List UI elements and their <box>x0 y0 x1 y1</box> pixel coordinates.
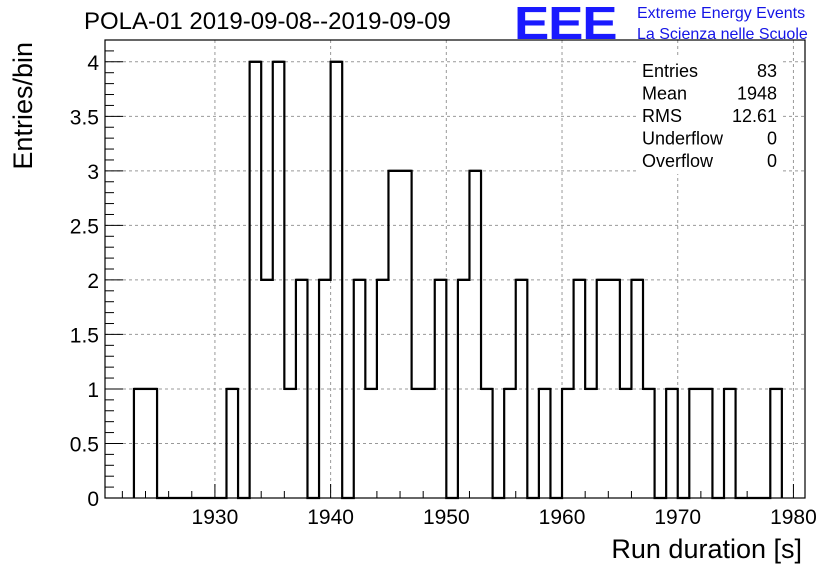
logo-line-1: Extreme Energy Events <box>637 5 806 22</box>
x-tick-label: 1930 <box>192 506 239 529</box>
logo-line-2: La Scienza nelle Scuole <box>637 26 808 43</box>
eee-logo: EEE <box>514 0 618 49</box>
logo-caption: Extreme Energy Events La Scienza nelle S… <box>637 3 808 45</box>
y-tick-label: 3.5 <box>70 106 99 129</box>
stats-value: 12.61 <box>732 106 777 126</box>
x-axis-title: Run duration [s] <box>611 534 802 564</box>
stats-label: RMS <box>642 106 682 126</box>
y-tick-label: 2.5 <box>70 215 99 238</box>
x-tick-label: 1970 <box>654 506 701 529</box>
x-tick-label: 1950 <box>423 506 470 529</box>
stats-value: 0 <box>767 129 777 149</box>
y-axis-title: Entries/bin <box>8 42 38 170</box>
stats-value: 0 <box>767 151 777 171</box>
stats-value: 1948 <box>737 84 777 104</box>
chart-title: POLA-01 2019-09-08--2019-09-09 <box>84 8 451 35</box>
y-tick-label: 4 <box>87 52 99 75</box>
axis-ticks <box>105 50 794 499</box>
stats-label: Overflow <box>642 151 714 171</box>
stats-label: Mean <box>642 84 687 104</box>
y-tick-label: 2 <box>87 270 99 293</box>
stats-box: Entries 83 Mean 1948 RMS 12.61 Underflow 0 Overf… <box>636 56 780 174</box>
axis-tick-labels: 1930 1940 1950 1960 1970 1980 0 0.5 1 1.5 2 2.5 3 3.5… <box>70 52 817 529</box>
y-tick-label: 0 <box>87 488 99 511</box>
histogram-bins <box>132 60 783 500</box>
stats-value: 83 <box>757 61 777 81</box>
y-tick-label: 1 <box>87 379 99 402</box>
x-tick-label: 1980 <box>770 506 817 529</box>
x-tick-label: 1940 <box>307 506 354 529</box>
y-tick-label: 0.5 <box>70 433 99 456</box>
y-tick-label: 3 <box>87 161 99 184</box>
y-tick-label: 1.5 <box>70 324 99 347</box>
stats-label: Entries <box>642 61 698 81</box>
stats-box-background <box>636 56 780 174</box>
stats-label: Underflow <box>642 129 724 149</box>
x-tick-label: 1960 <box>539 506 586 529</box>
